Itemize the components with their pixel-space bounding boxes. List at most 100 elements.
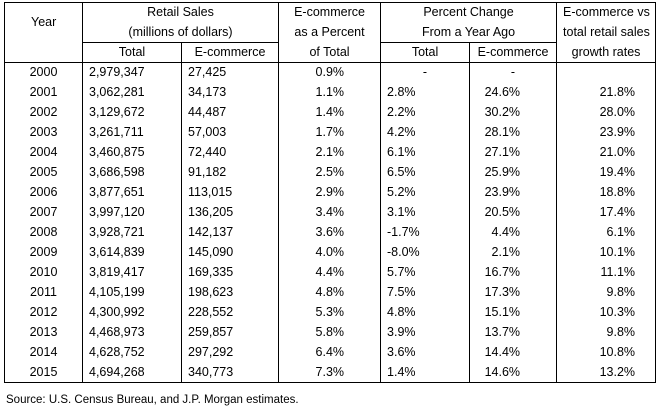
table-row: 2011 4,105,199 198,623 4.8% 7.5% 17.3% 9.8% [4,282,657,303]
cell-chg-total: 5.7% [380,262,471,283]
cell-total: 3,877,651 [82,182,182,203]
cell-ecommerce: 340,773 [181,362,280,383]
cell-chg-ecommerce: 2.1% [469,242,558,263]
cell-total: 3,686,598 [82,162,182,183]
cell-ecommerce: 198,623 [181,282,280,303]
cell-chg-ecommerce: 30.2% [469,102,558,123]
header-ecom-pct-line1: E-commerce [278,2,382,23]
cell-ecom-pct: 1.1% [278,82,382,103]
header-retail-sales: Retail Sales [82,2,280,23]
cell-chg-total: 6.1% [380,142,471,163]
cell-ecommerce: 34,173 [181,82,280,103]
cell-chg-ecommerce: 13.7% [469,322,558,343]
cell-chg-ecommerce: 17.3% [469,282,558,303]
cell-year: 2013 [4,322,83,343]
table-row: 2008 3,928,721 142,137 3.6% -1.7% 4.4% 6.1% [4,222,657,243]
cell-growth-gap: 19.4% [556,162,657,183]
cell-ecommerce: 145,090 [181,242,280,263]
cell-chg-ecommerce: 15.1% [469,302,558,323]
cell-ecom-pct: 7.3% [278,362,382,383]
cell-ecom-pct: 0.9% [278,62,382,83]
cell-total: 3,460,875 [82,142,182,163]
cell-chg-total: 3.1% [380,202,471,223]
cell-year: 2010 [4,262,83,283]
cell-growth-gap: 6.1% [556,222,657,243]
cell-year: 2007 [4,202,83,223]
header-total: Total [82,42,182,63]
cell-chg-ecommerce: 4.4% [469,222,558,243]
cell-ecom-pct: 4.8% [278,282,382,303]
cell-ecommerce: 297,292 [181,342,280,363]
cell-ecommerce: 113,015 [181,182,280,203]
table-row: 2015 4,694,268 340,773 7.3% 1.4% 14.6% 13.2% [4,362,657,383]
cell-total: 4,468,973 [82,322,182,343]
header-growth-line1: E-commerce vs [556,2,657,23]
cell-chg-ecommerce: 14.6% [469,362,558,383]
cell-ecommerce: 169,335 [181,262,280,283]
header-growth-line3: growth rates [556,42,657,63]
cell-total: 3,819,417 [82,262,182,283]
table-row: 2013 4,468,973 259,857 5.8% 3.9% 13.7% 9.8% [4,322,657,343]
cell-growth-gap: 9.8% [556,282,657,303]
cell-year: 2004 [4,142,83,163]
cell-chg-total: 7.5% [380,282,471,303]
cell-growth-gap: 23.9% [556,122,657,143]
cell-ecommerce: 44,487 [181,102,280,123]
cell-year: 2006 [4,182,83,203]
header-ecom-pct-line3: of Total [278,42,382,63]
cell-chg-ecommerce: 25.9% [469,162,558,183]
cell-chg-ecommerce: - [469,62,558,83]
cell-growth-gap: 21.8% [556,82,657,103]
cell-growth-gap: 18.8% [556,182,657,203]
cell-chg-total: -8.0% [380,242,471,263]
cell-ecommerce: 228,552 [181,302,280,323]
cell-total: 3,261,711 [82,122,182,143]
cell-total: 4,628,752 [82,342,182,363]
table-body: 2000 2,979,347 27,425 0.9% - -2001 3,062,281 34… [4,62,657,383]
cell-growth-gap: 10.1% [556,242,657,263]
cell-year: 2002 [4,102,83,123]
cell-ecommerce: 72,440 [181,142,280,163]
cell-growth-gap: 10.3% [556,302,657,323]
cell-ecom-pct: 4.0% [278,242,382,263]
table-row: 2000 2,979,347 27,425 0.9% - - [4,62,657,83]
table-row: 2006 3,877,651 113,015 2.9% 5.2% 23.9% 18.8% [4,182,657,203]
table-row: 2012 4,300,992 228,552 5.3% 4.8% 15.1% 10.3% [4,302,657,323]
cell-ecom-pct: 1.4% [278,102,382,123]
cell-total: 3,997,120 [82,202,182,223]
cell-chg-total: 5.2% [380,182,471,203]
cell-chg-total: - [380,62,471,83]
cell-total: 2,979,347 [82,62,182,83]
cell-growth-gap [556,62,657,83]
header-pct-change-line2: From a Year Ago [380,22,558,43]
cell-ecom-pct: 1.7% [278,122,382,143]
cell-year: 2015 [4,362,83,383]
table-row: 2004 3,460,875 72,440 2.1% 6.1% 27.1% 21.0% [4,142,657,163]
cell-ecom-pct: 2.5% [278,162,382,183]
cell-ecommerce: 142,137 [181,222,280,243]
cell-year: 2011 [4,282,83,303]
cell-year: 2001 [4,82,83,103]
cell-total: 3,614,839 [82,242,182,263]
header-pct-change-line1: Percent Change [380,2,558,23]
cell-total: 3,062,281 [82,82,182,103]
cell-ecommerce: 27,425 [181,62,280,83]
cell-chg-total: 2.2% [380,102,471,123]
cell-growth-gap: 21.0% [556,142,657,163]
table-row: 2007 3,997,120 136,205 3.4% 3.1% 20.5% 17.4% [4,202,657,223]
cell-year: 2008 [4,222,83,243]
table-row: 2002 3,129,672 44,487 1.4% 2.2% 30.2% 28.0% [4,102,657,123]
cell-chg-ecommerce: 14.4% [469,342,558,363]
header-growth-line2: total retail sales [556,22,657,43]
cell-chg-total: 3.9% [380,322,471,343]
cell-year: 2009 [4,242,83,263]
cell-year: 2003 [4,122,83,143]
cell-year: 2012 [4,302,83,323]
cell-chg-total: 6.5% [380,162,471,183]
cell-chg-ecommerce: 24.6% [469,82,558,103]
header-retail-sales-units: (millions of dollars) [82,22,280,43]
cell-ecom-pct: 6.4% [278,342,382,363]
cell-chg-ecommerce: 28.1% [469,122,558,143]
table-row: 2014 4,628,752 297,292 6.4% 3.6% 14.4% 10.8% [4,342,657,363]
cell-total: 4,694,268 [82,362,182,383]
